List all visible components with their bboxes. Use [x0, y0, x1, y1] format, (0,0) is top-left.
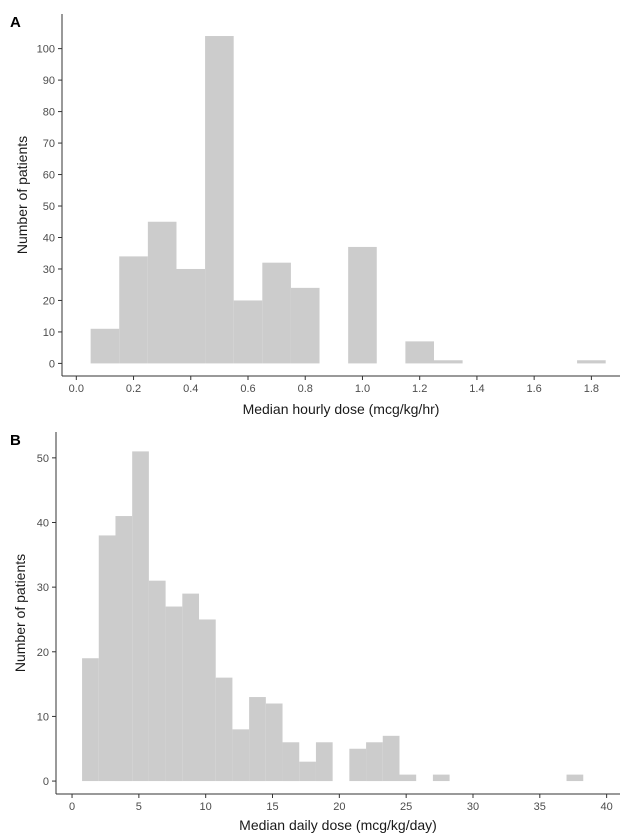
- x-tick-label: 40: [601, 801, 613, 813]
- histogram-bar: [215, 677, 233, 782]
- y-tick-label: 50: [43, 201, 55, 213]
- histogram-bar: [182, 593, 200, 782]
- y-tick-label: 50: [37, 453, 49, 465]
- panel-label: B: [10, 432, 21, 449]
- y-tick-label: 20: [37, 647, 49, 659]
- histogram-bar: [282, 742, 300, 782]
- y-tick-label: 30: [37, 582, 49, 594]
- histogram-bar: [82, 658, 99, 782]
- histogram-bar: [98, 535, 116, 782]
- histogram-bar: [290, 287, 320, 364]
- x-tick-label: 1.6: [527, 383, 542, 395]
- x-tick-label: 5: [136, 801, 142, 813]
- histogram-bar: [349, 748, 367, 782]
- histogram-bar: [115, 516, 133, 782]
- histogram-bar: [262, 262, 291, 364]
- histogram-bar: [147, 221, 177, 364]
- histogram-bar: [233, 300, 263, 364]
- x-tick-label: 1.4: [469, 383, 484, 395]
- histogram-bar: [232, 729, 250, 782]
- histogram-bar: [382, 735, 400, 782]
- histogram-bar: [148, 580, 166, 782]
- histogram-bar: [90, 328, 120, 364]
- histogram-bar: [434, 360, 463, 364]
- x-tick-label: 0.0: [69, 383, 84, 395]
- histogram-bar: [566, 774, 584, 782]
- y-tick-label: 20: [43, 295, 55, 307]
- histogram-bar: [176, 268, 206, 364]
- y-tick-label: 70: [43, 138, 55, 150]
- x-tick-label: 10: [200, 801, 212, 813]
- y-axis-title: Number of patients: [14, 136, 30, 254]
- x-tick-label: 0.4: [183, 383, 198, 395]
- histogram-bar: [432, 774, 450, 782]
- histogram-bar: [405, 341, 434, 364]
- histogram-bars: [82, 451, 584, 782]
- histogram-bars: [90, 36, 606, 364]
- x-axis-title: Median daily dose (mcg/kg/day): [239, 817, 437, 833]
- x-tick-label: 0: [69, 801, 75, 813]
- histogram-bar: [348, 246, 377, 364]
- x-tick-label: 20: [333, 801, 345, 813]
- histogram-bar: [265, 703, 283, 782]
- y-tick-label: 100: [37, 44, 55, 56]
- y-tick-label: 10: [43, 327, 55, 339]
- histogram-bar: [199, 619, 216, 782]
- x-tick-label: 35: [534, 801, 546, 813]
- histogram-bar: [205, 36, 234, 364]
- x-tick-label: 0.2: [126, 383, 141, 395]
- panel-label: A: [10, 14, 21, 31]
- x-tick-label: 1.2: [412, 383, 427, 395]
- y-axis-title: Number of patients: [12, 554, 28, 672]
- chart-panel-b: 0 10 20 30 40 50 0 5 10 15 20 25 30 35 40 Median daily …: [10, 432, 620, 833]
- y-tick-label: 0: [43, 776, 49, 788]
- histogram-bar: [132, 451, 149, 782]
- y-tick-label: 80: [43, 107, 55, 119]
- x-tick-label: 15: [266, 801, 278, 813]
- histogram-bar: [165, 606, 183, 782]
- histogram-bar: [315, 742, 333, 782]
- histogram-bar: [299, 761, 316, 782]
- y-tick-label: 10: [37, 711, 49, 723]
- y-tick-label: 90: [43, 75, 55, 87]
- x-tick-label: 25: [400, 801, 412, 813]
- histogram-bar: [366, 742, 383, 782]
- x-tick-label: 0.6: [240, 383, 255, 395]
- histogram-bar: [577, 360, 606, 364]
- x-tick-label: 30: [467, 801, 479, 813]
- histogram-bar: [399, 774, 417, 782]
- chart-panel-a: 0 10 20 30 40 50 60 70 80 90 100 0.0 0.2 0.4 0.6 0.8 1.0…: [10, 14, 620, 417]
- x-tick-label: 1.8: [584, 383, 599, 395]
- y-tick-label: 60: [43, 170, 55, 182]
- y-tick-label: 0: [49, 358, 55, 370]
- histogram-bar: [249, 697, 266, 782]
- y-tick-label: 40: [37, 518, 49, 530]
- x-axis-title: Median hourly dose (mcg/kg/hr): [243, 401, 440, 417]
- x-tick-label: 1.0: [355, 383, 370, 395]
- y-tick-label: 30: [43, 264, 55, 276]
- x-tick-label: 0.8: [298, 383, 313, 395]
- histogram-bar: [119, 256, 148, 364]
- y-tick-label: 40: [43, 232, 55, 244]
